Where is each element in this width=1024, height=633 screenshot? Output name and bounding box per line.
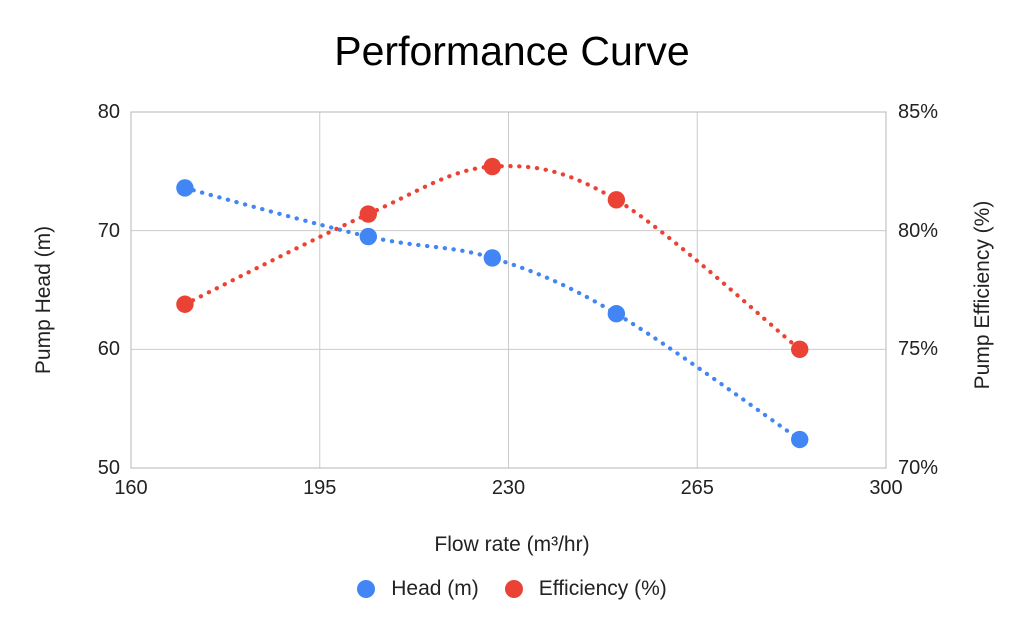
x-tick-label: 230: [491, 477, 526, 499]
legend-marker-head-m: [357, 580, 376, 598]
y-left-tick-label: 50: [97, 457, 120, 479]
data-point-head-m: [791, 430, 809, 449]
legend-item-head-m[interactable]: Head (m): [357, 578, 479, 600]
y-right-tick-label: 75%: [898, 338, 939, 361]
legend-item-efficiency[interactable]: Efficiency (%): [504, 577, 667, 600]
plot-border: [130, 111, 887, 469]
y-left-tick-label: 70: [97, 219, 120, 242]
x-tick-label: 265: [680, 477, 714, 499]
x-tick-label: 300: [869, 477, 903, 499]
y-left-tick-label: 80: [97, 101, 120, 123]
legend-marker-efficiency: [504, 580, 523, 598]
y-right-tick-label: 80%: [898, 219, 939, 242]
y-right-tick-label: 85%: [898, 101, 939, 123]
data-point-efficiency: [359, 205, 377, 223]
x-tick-label: 195: [303, 477, 337, 499]
legend-label: Head (m): [391, 577, 479, 600]
data-point-efficiency: [176, 295, 194, 313]
data-point-efficiency: [791, 340, 809, 359]
series-line-head-m: [182, 185, 802, 442]
data-point-head-m: [176, 179, 194, 197]
data-point-efficiency: [607, 191, 626, 209]
y-left-tick-label: 60: [97, 338, 120, 361]
legend: Head (m) Efficiency (%): [0, 577, 1024, 601]
data-point-efficiency: [483, 157, 502, 176]
legend-label: Efficiency (%): [538, 577, 667, 600]
y-right-tick-label: 70%: [898, 457, 939, 479]
x-axis-title: Flow rate (m³/hr): [434, 533, 590, 556]
data-point-head-m: [607, 305, 626, 323]
data-point-head-m: [359, 227, 377, 246]
x-tick-label: 160: [114, 477, 148, 499]
data-point-head-m: [483, 249, 502, 267]
chart-title: Performance Curve: [334, 28, 690, 74]
